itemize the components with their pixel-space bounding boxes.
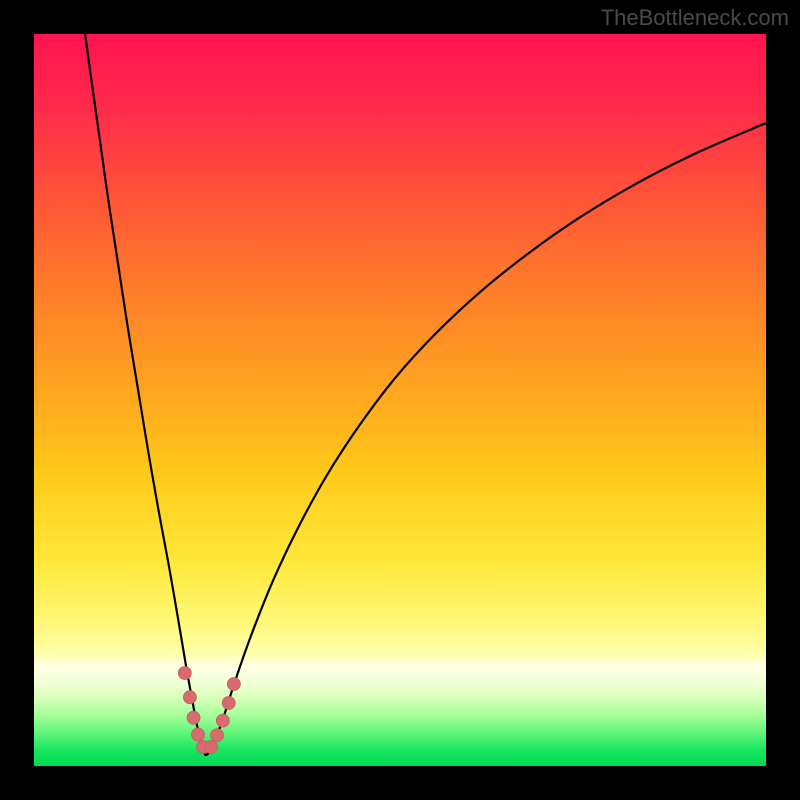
- chart-svg: TheBottleneck.com: [0, 0, 800, 800]
- attribution-text: TheBottleneck.com: [601, 5, 789, 30]
- curve-marker: [227, 678, 240, 691]
- curve-marker: [187, 711, 200, 724]
- curve-marker: [205, 740, 218, 753]
- curve-marker: [216, 714, 229, 727]
- curve-marker: [211, 729, 224, 742]
- curve-marker: [183, 691, 196, 704]
- curve-marker: [178, 667, 191, 680]
- bottleneck-chart: TheBottleneck.com: [0, 0, 800, 800]
- curve-marker: [191, 728, 204, 741]
- chart-plot-background: [34, 34, 766, 766]
- curve-marker: [222, 697, 235, 710]
